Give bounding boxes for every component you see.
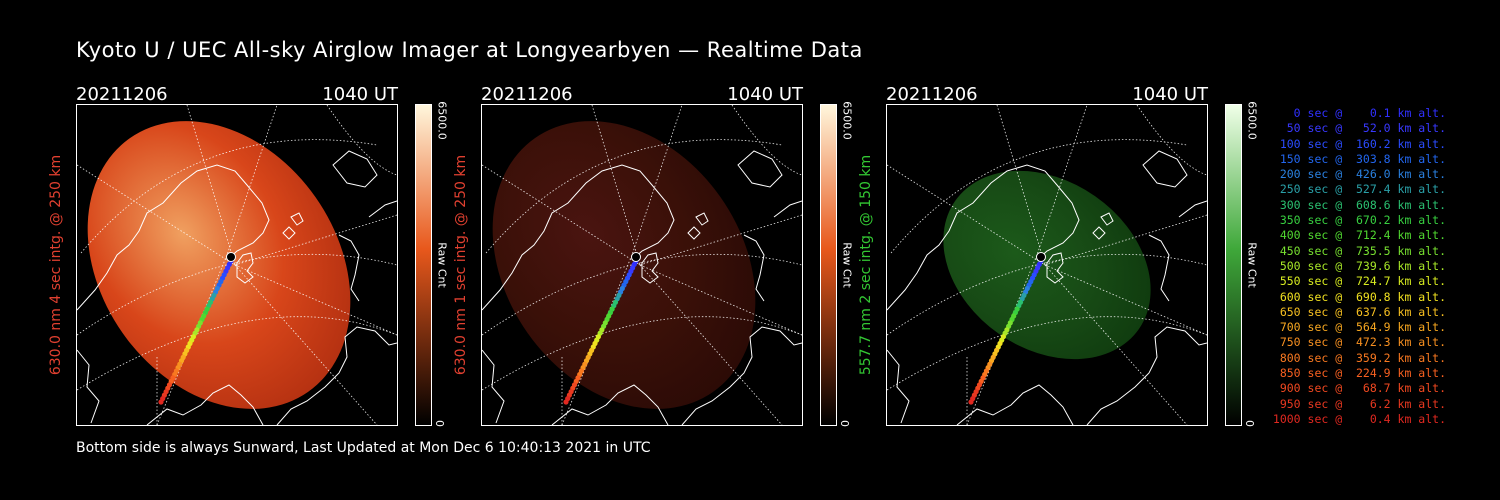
legend-row: 300 sec @ 608.6 km alt. bbox=[1272, 197, 1446, 212]
legend-row: 100 sec @ 160.2 km alt. bbox=[1272, 136, 1446, 151]
page-title: Kyoto U / UEC All-sky Airglow Imager at … bbox=[76, 38, 863, 62]
panel-ylabel: 630.0 nm 4 sec intg. @ 250 km bbox=[48, 154, 64, 376]
trajectory-point bbox=[968, 399, 974, 405]
panel-ylabel: 630.0 nm 1 sec intg. @ 250 km bbox=[453, 154, 469, 376]
colorbar bbox=[1225, 104, 1242, 426]
legend-row: 750 sec @ 472.3 km alt. bbox=[1272, 335, 1446, 350]
panel-557-2sec: 20211206 1040 UT 557.7 nm 2 sec intg. @ … bbox=[858, 84, 1296, 434]
panel-time: 1040 UT bbox=[727, 84, 803, 105]
allsky-image-frame bbox=[886, 104, 1208, 426]
allsky-image-frame bbox=[76, 104, 398, 426]
legend-row: 200 sec @ 426.0 km alt. bbox=[1272, 167, 1446, 182]
legend-row: 50 sec @ 52.0 km alt. bbox=[1272, 121, 1446, 136]
legend-row: 700 sec @ 564.9 km alt. bbox=[1272, 320, 1446, 335]
allsky-image bbox=[482, 105, 802, 425]
legend-row: 500 sec @ 739.6 km alt. bbox=[1272, 258, 1446, 273]
trajectory-legend: 0 sec @ 0.1 km alt. 50 sec @ 52.0 km alt… bbox=[1250, 106, 1446, 427]
panel-630-1sec: 20211206 1040 UT 630.0 nm 1 sec intg. @ … bbox=[453, 84, 891, 434]
station-marker-icon bbox=[1036, 252, 1046, 262]
allsky-image bbox=[887, 105, 1207, 425]
colorbar-unit-label: Raw Cnt bbox=[435, 242, 449, 288]
legend-row: 0 sec @ 0.1 km alt. bbox=[1272, 106, 1446, 120]
legend-row: 400 sec @ 712.4 km alt. bbox=[1272, 228, 1446, 243]
legend-row: 950 sec @ 6.2 km alt. bbox=[1272, 396, 1446, 411]
panel-630-4sec: 20211206 1040 UT 630.0 nm 4 sec intg. @ … bbox=[48, 84, 486, 434]
panel-ylabel: 557.7 nm 2 sec intg. @ 150 km bbox=[858, 154, 874, 376]
colorbar bbox=[415, 104, 432, 426]
panel-date: 20211206 bbox=[76, 84, 168, 105]
colorbar-unit-label: Raw Cnt bbox=[840, 242, 854, 288]
colorbar-max-label: 6500.0 bbox=[840, 101, 854, 140]
colorbar-min-label: 0 bbox=[838, 420, 851, 427]
allsky-image-frame bbox=[481, 104, 803, 426]
panel-time: 1040 UT bbox=[322, 84, 398, 105]
legend-row: 650 sec @ 637.6 km alt. bbox=[1272, 304, 1446, 319]
legend-row: 450 sec @ 735.5 km alt. bbox=[1272, 243, 1446, 258]
legend-row: 150 sec @ 303.8 km alt. bbox=[1272, 151, 1446, 166]
panel-time: 1040 UT bbox=[1132, 84, 1208, 105]
legend-row: 350 sec @ 670.2 km alt. bbox=[1272, 213, 1446, 228]
legend-row: 900 sec @ 68.7 km alt. bbox=[1272, 381, 1446, 396]
colorbar-max-label: 6500.0 bbox=[435, 101, 449, 140]
legend-row: 600 sec @ 690.8 km alt. bbox=[1272, 289, 1446, 304]
panel-date: 20211206 bbox=[481, 84, 573, 105]
colorbar bbox=[820, 104, 837, 426]
legend-row: 800 sec @ 359.2 km alt. bbox=[1272, 350, 1446, 365]
legend-row: 550 sec @ 724.7 km alt. bbox=[1272, 274, 1446, 289]
legend-row: 850 sec @ 224.9 km alt. bbox=[1272, 366, 1446, 381]
station-marker-icon bbox=[226, 252, 236, 262]
panel-date: 20211206 bbox=[886, 84, 978, 105]
trajectory-point bbox=[563, 399, 569, 405]
allsky-image bbox=[77, 105, 397, 425]
trajectory-point bbox=[158, 399, 164, 405]
legend-row: 250 sec @ 527.4 km alt. bbox=[1272, 182, 1446, 197]
legend-row: 1000 sec @ 0.4 km alt. bbox=[1272, 411, 1446, 426]
station-marker-icon bbox=[631, 252, 641, 262]
footer-note: Bottom side is always Sunward, Last Upda… bbox=[76, 440, 651, 456]
colorbar-min-label: 0 bbox=[433, 420, 446, 427]
